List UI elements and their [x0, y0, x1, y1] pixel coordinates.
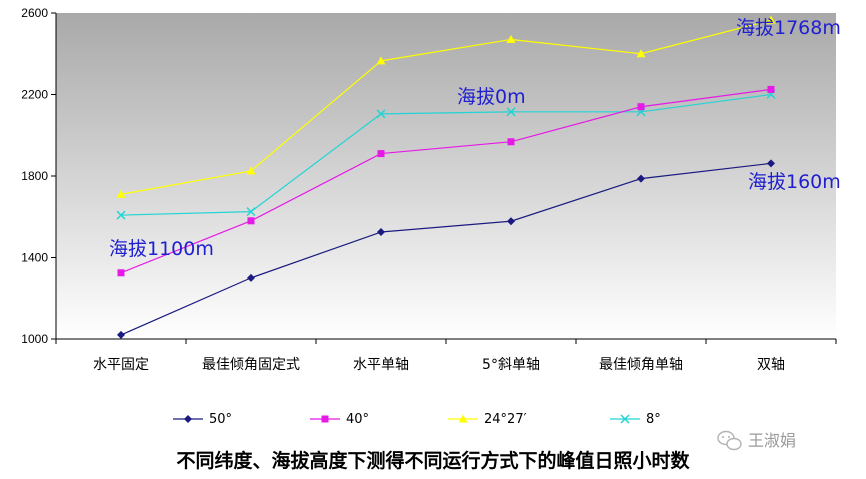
x-tick-label: 最佳倾角固定式 [202, 357, 300, 373]
legend-marker [321, 415, 329, 423]
data-point [246, 207, 256, 217]
legend-item: 24°27′ [448, 412, 527, 427]
wechat-icon [717, 430, 742, 451]
data-point [637, 174, 645, 183]
x-tick-label: 双轴 [757, 357, 785, 373]
data-point [507, 138, 515, 146]
legend-marker [458, 414, 468, 423]
data-point [767, 85, 775, 93]
annotation-label: 海拔1768m [736, 17, 841, 39]
data-point [506, 107, 516, 117]
series-line [120, 162, 772, 336]
y-tick-label: 2600 [21, 6, 48, 20]
data-point [637, 103, 645, 111]
legend-marker [184, 415, 192, 423]
x-tick-label: 水平单轴 [353, 357, 409, 373]
data-point [766, 15, 776, 24]
annotation-label: 海拔160m [748, 171, 841, 193]
series-1 [117, 85, 775, 277]
data-point [247, 273, 255, 282]
chart-title: 不同纬度、海拔高度下测得不同运行方式下的峰值日照小时数 [176, 449, 690, 472]
data-point [117, 330, 125, 339]
series-line [120, 19, 772, 195]
annotation-label: 海拔1100m [109, 238, 214, 260]
series-2 [116, 15, 776, 198]
data-point [376, 109, 386, 119]
data-point [507, 217, 515, 226]
series-line [120, 88, 772, 274]
data-point [247, 217, 255, 225]
data-point [376, 56, 386, 65]
y-tick-label: 1400 [21, 251, 48, 265]
series-0 [117, 159, 775, 339]
plot-area [56, 13, 836, 339]
y-tick-label: 1000 [21, 332, 48, 346]
data-point [116, 189, 126, 198]
data-point [636, 49, 646, 58]
annotation-label: 海拔0m [457, 86, 526, 108]
legend-label: 8° [646, 412, 661, 427]
data-point [767, 159, 775, 168]
legend-item: 40° [310, 412, 369, 427]
data-point [116, 210, 126, 220]
x-tick-label: 最佳倾角单轴 [599, 357, 683, 373]
data-point [506, 34, 516, 43]
watermark-text: 王淑娟 [748, 431, 796, 450]
data-point [117, 269, 125, 277]
data-point [377, 150, 385, 158]
data-point [246, 166, 256, 175]
x-tick-label: 水平固定 [93, 357, 149, 373]
legend-item: 8° [610, 412, 661, 427]
y-tick-label: 1800 [21, 169, 48, 183]
legend-item: 50° [173, 412, 232, 427]
legend-label: 50° [209, 412, 232, 427]
y-tick-label: 2200 [21, 88, 48, 102]
data-point [377, 228, 385, 237]
x-tick-label: 5°斜单轴 [482, 357, 540, 373]
legend-marker [620, 414, 630, 424]
legend-label: 40° [346, 412, 369, 427]
series-line [120, 93, 772, 216]
watermark: 王淑娟 [717, 430, 796, 451]
legend-label: 24°27′ [484, 412, 527, 427]
